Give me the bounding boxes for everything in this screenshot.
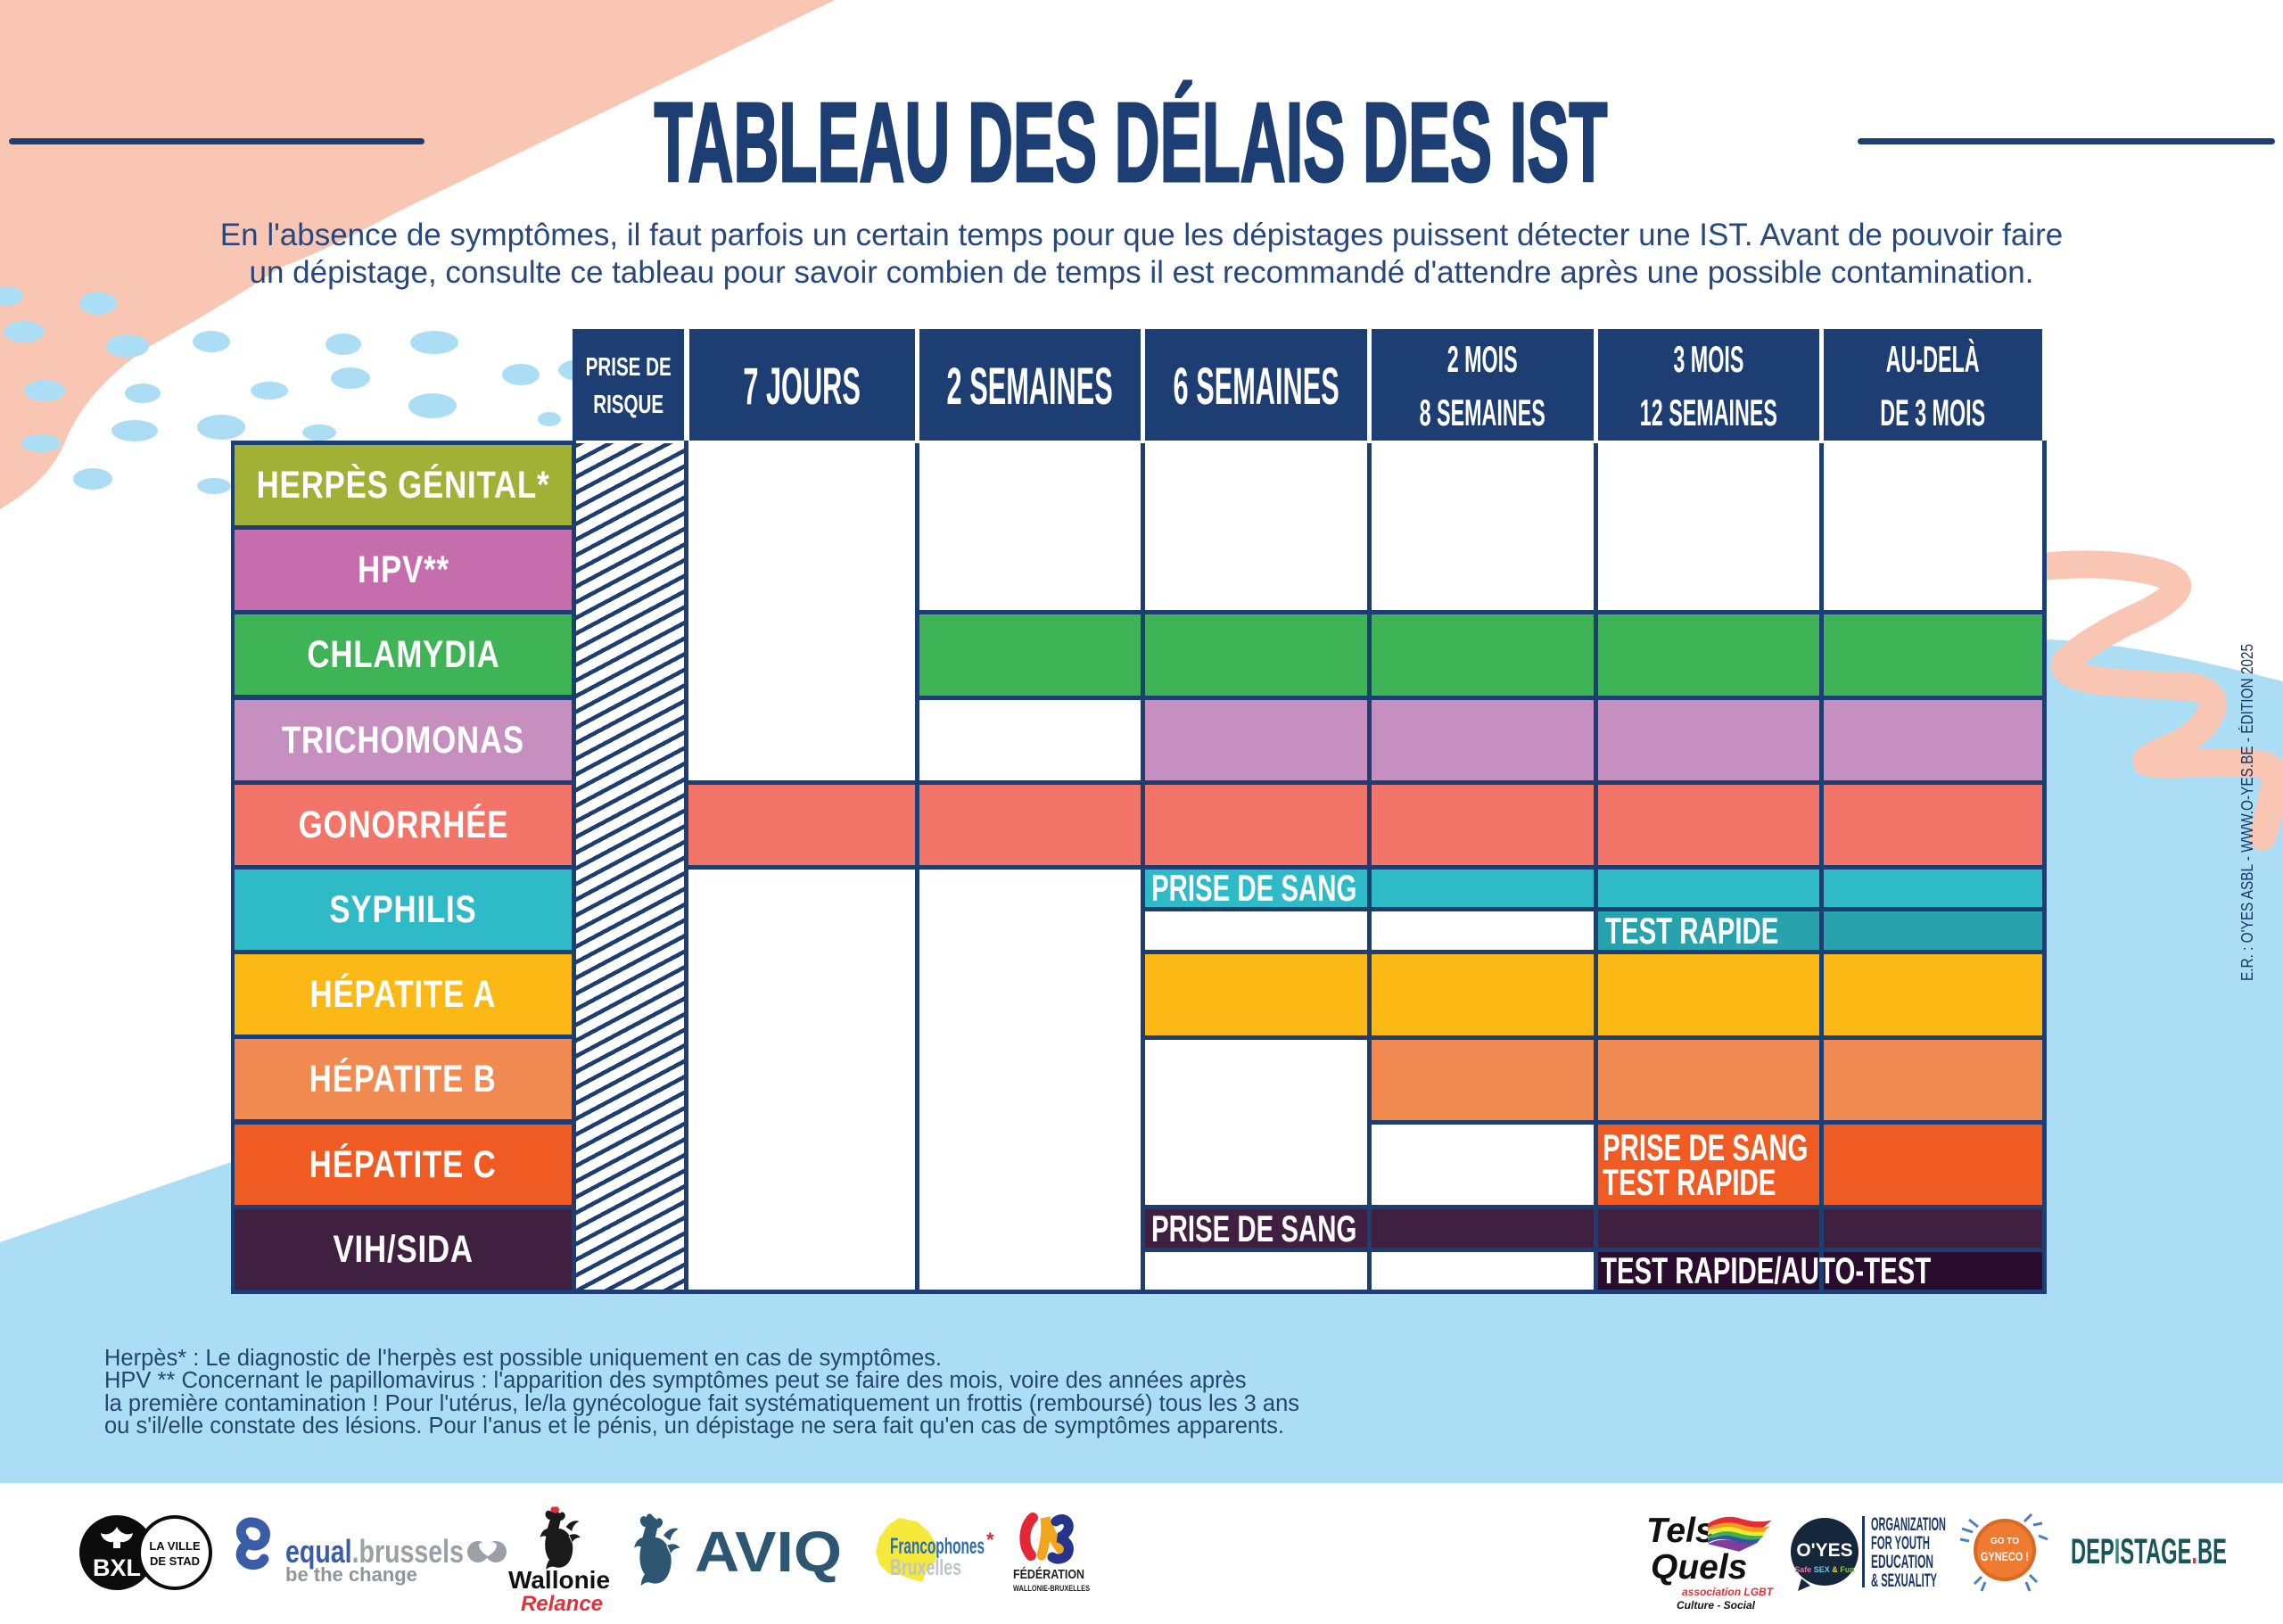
svg-text:& SEXUALITY: & SEXUALITY	[1871, 1570, 1937, 1591]
svg-text:O'YES: O'YES	[1796, 1540, 1852, 1561]
svg-text:association LGBT: association LGBT	[1682, 1586, 1775, 1598]
svg-text:Quels: Quels	[1651, 1548, 1747, 1587]
svg-text:E.R. : O'YES ASBL - WWW.O-YES.: E.R. : O'YES ASBL - WWW.O-YES.BE - ÉDITI…	[2238, 644, 2256, 981]
svg-text:be the change: be the change	[285, 1563, 417, 1586]
svg-text:EDUCATION: EDUCATION	[1871, 1552, 1933, 1572]
svg-text:Culture - Social: Culture - Social	[1677, 1599, 1756, 1612]
svg-text:TABLEAU DES DÉLAIS DES IST: TABLEAU DES DÉLAIS DES IST	[655, 79, 1608, 205]
svg-text:FÉDÉRATION: FÉDÉRATION	[1013, 1567, 1084, 1582]
svg-text:ORGANIZATION: ORGANIZATION	[1871, 1514, 1946, 1535]
svg-text:AVIQ: AVIQ	[695, 1520, 842, 1584]
svg-text:GO TO: GO TO	[1990, 1537, 2019, 1546]
svg-text:FOR YOUTH: FOR YOUTH	[1871, 1533, 1930, 1554]
svg-text:Francophones: Francophones	[890, 1534, 985, 1559]
svg-text:Wallonie: Wallonie	[508, 1566, 610, 1594]
svg-text:Safe SEX & Fun: Safe SEX & Fun	[1794, 1565, 1855, 1574]
svg-text:Bruxelles: Bruxelles	[890, 1555, 961, 1580]
svg-text:GYNECO !: GYNECO !	[1981, 1549, 2029, 1563]
svg-text:Tels: Tels	[1646, 1512, 1715, 1550]
svg-text:equal.brussels: equal.brussels	[285, 1533, 464, 1570]
svg-text:Relance: Relance	[521, 1592, 603, 1616]
svg-text:WALLONIE-BRUXELLES: WALLONIE-BRUXELLES	[1013, 1584, 1090, 1594]
svg-text:*: *	[986, 1529, 994, 1551]
svg-text:LA VILLE: LA VILLE	[149, 1539, 201, 1553]
svg-text:DEPISTAGE.BE: DEPISTAGE.BE	[2071, 1532, 2227, 1571]
svg-text:DE STAD: DE STAD	[150, 1554, 200, 1568]
svg-text:BXL: BXL	[93, 1554, 141, 1581]
